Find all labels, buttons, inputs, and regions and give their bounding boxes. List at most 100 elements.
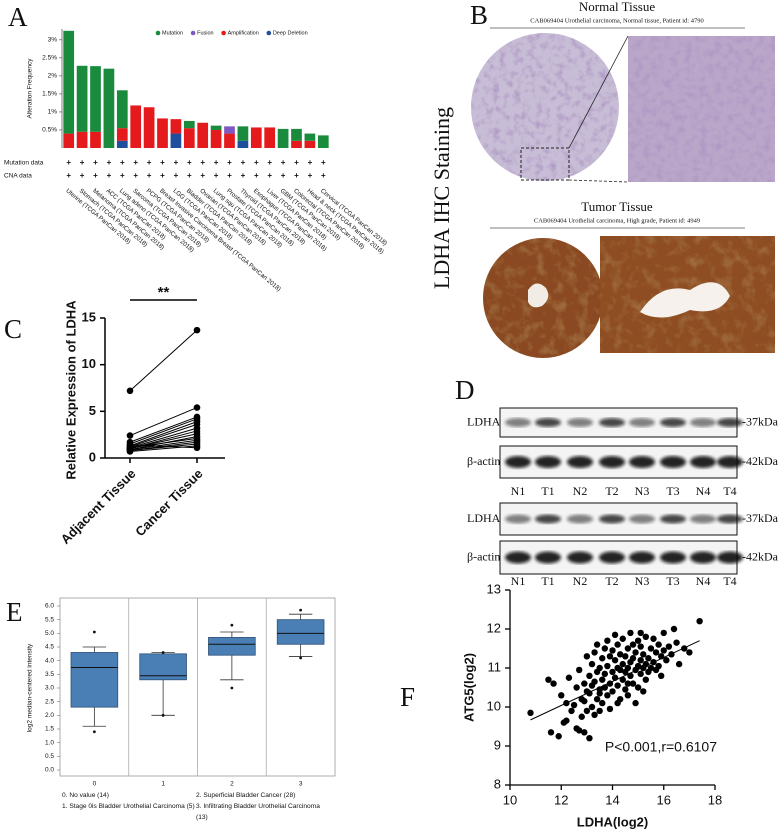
- bar-segment: [63, 133, 75, 148]
- point: [616, 651, 624, 658]
- row-mark: +: [93, 171, 98, 180]
- point: [640, 688, 647, 695]
- point: [593, 696, 601, 703]
- point: [624, 680, 632, 687]
- blot-band: [535, 551, 561, 564]
- y-tick-label: 1.5%: [42, 91, 57, 98]
- point: [629, 655, 637, 662]
- point: [527, 709, 534, 717]
- outlier: [161, 713, 165, 717]
- lumen: [640, 282, 730, 318]
- row-mark: +: [294, 171, 299, 180]
- point: [660, 647, 667, 654]
- row-mark: +: [93, 158, 98, 167]
- row-mark: +: [254, 158, 259, 167]
- lane-label: N2: [573, 574, 588, 588]
- tissue-title: Tumor Tissue: [581, 199, 653, 214]
- y-tick-label: 5.5: [45, 616, 54, 623]
- tissue-caption: CAB069404 Urothelial carcinoma, Normal t…: [530, 17, 704, 24]
- point: [126, 444, 134, 452]
- point: [629, 641, 637, 648]
- point: [596, 690, 603, 697]
- bar-segment: [116, 140, 128, 148]
- tissue-title: Normal Tissue: [579, 0, 655, 14]
- point: [591, 678, 598, 685]
- point: [642, 633, 650, 640]
- blot-band: [629, 456, 655, 468]
- point: [637, 629, 644, 637]
- x-tick-label: 18: [708, 792, 722, 807]
- bar-segment: [277, 128, 289, 148]
- point: [624, 645, 632, 652]
- panel-letter: D: [455, 375, 475, 405]
- point: [622, 686, 629, 693]
- point: [686, 649, 693, 656]
- row-mark: +: [187, 158, 192, 167]
- lane-label: T3: [666, 484, 679, 498]
- bar-segment: [264, 127, 276, 148]
- significance-label: **: [158, 284, 170, 301]
- y-tick-label: 13: [487, 581, 501, 596]
- y-axis-label: Alteration Frequency: [27, 58, 34, 119]
- point: [611, 631, 619, 639]
- y-tick-label: 5.0: [45, 630, 54, 637]
- ihc-panel: B LDHA IHC Staining Normal Tissue CAB069…: [429, 0, 775, 358]
- point: [570, 701, 578, 709]
- pair-line: [129, 437, 198, 449]
- point: [581, 697, 588, 705]
- x-tick-label: 2: [230, 781, 234, 788]
- blot-band: [505, 456, 531, 468]
- point: [583, 653, 591, 660]
- lane-label: N2: [573, 484, 588, 498]
- bar-segment: [291, 140, 302, 148]
- pair-line: [129, 423, 198, 448]
- bar-segment: [116, 128, 128, 141]
- y-tick-label: 4.0: [45, 657, 54, 664]
- point: [632, 699, 639, 707]
- box: [208, 637, 256, 656]
- y-tick-label: 1.5: [45, 726, 54, 733]
- point: [670, 625, 678, 633]
- point: [581, 680, 588, 687]
- point: [655, 662, 662, 670]
- tissue-zoom-image: [628, 36, 775, 182]
- blot-band: [660, 418, 686, 427]
- y-tick-label: 2.5%: [42, 55, 57, 62]
- row-mark: +: [214, 158, 219, 167]
- chart-scatter: F 8 9 10 11 12 13 10 12 14 16 18 LDHA(log2) ATG5(log2…: [400, 581, 722, 829]
- blot-band: [629, 551, 655, 564]
- y-tick-label: 1%: [48, 109, 58, 116]
- point: [614, 682, 621, 689]
- pair-line: [129, 443, 198, 452]
- chart-paired: C Relative Expression of LDHA 051015Adjace…: [4, 284, 225, 547]
- bar-segment: [224, 126, 235, 134]
- x-axis-label: LDHA(log2): [577, 814, 649, 829]
- point: [545, 676, 552, 683]
- pair-line: [129, 418, 198, 445]
- point: [588, 660, 596, 668]
- row-mark: +: [267, 158, 272, 167]
- lane-label: N3: [635, 574, 650, 588]
- point: [193, 444, 201, 452]
- bar-segment: [224, 133, 235, 148]
- point: [660, 629, 667, 637]
- blot-band: [717, 514, 743, 524]
- y-tick-label: 10: [82, 356, 96, 371]
- point: [663, 657, 670, 664]
- bar-segment: [197, 122, 209, 148]
- point: [665, 643, 673, 650]
- point: [642, 676, 650, 683]
- y-tick-label: 0.5: [45, 753, 54, 760]
- bar-segment: [63, 30, 75, 134]
- group-note: 1. Stage 0is Bladder Urothelial Carcinom…: [62, 803, 195, 810]
- point: [624, 692, 632, 699]
- group-note: 3. Infiltrating Bladder Urothelial Carci…: [196, 803, 320, 810]
- row-label: CNA data: [4, 173, 32, 180]
- point: [619, 635, 626, 642]
- point: [596, 664, 603, 672]
- y-tick-label: 0.0: [45, 767, 54, 774]
- row-mark: +: [267, 171, 272, 180]
- x-tick-label: 16: [657, 792, 671, 807]
- zoom-line: [568, 35, 629, 149]
